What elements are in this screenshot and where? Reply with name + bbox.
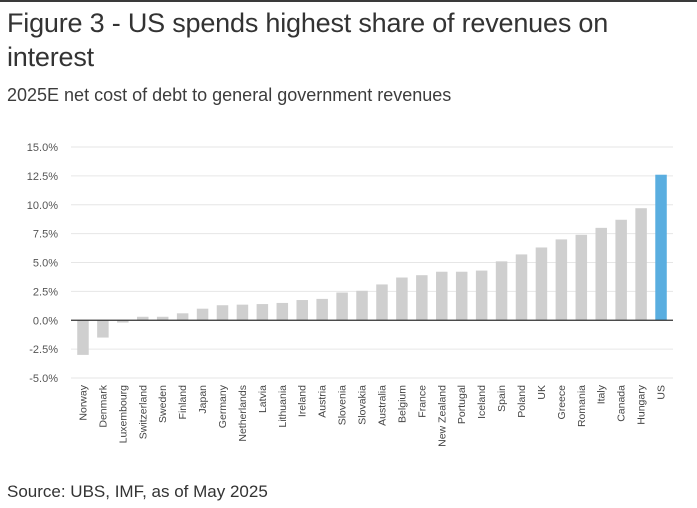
bar-poland — [515, 254, 528, 321]
x-category-label: Latvia — [257, 385, 269, 413]
y-axis-tick-labels: -5.0% -2.5% 0.0% 2.5% 5.0% 7.5% 10.0% 12.5% 15.0… — [27, 142, 58, 385]
bar-lithuania — [276, 302, 289, 321]
x-category-label: Greece — [556, 385, 568, 420]
bar-canada — [615, 219, 627, 321]
bar-iceland — [475, 270, 488, 321]
bar-ireland — [296, 300, 308, 321]
bar-netherlands — [236, 304, 249, 321]
x-category-label: Canada — [616, 385, 628, 422]
bar-hungary — [635, 208, 647, 321]
x-category-label: Austria — [317, 385, 329, 418]
y-tick-label: -5.0% — [29, 373, 58, 385]
y-tick-label: 2.5% — [33, 286, 58, 298]
y-tick-label: 0.0% — [33, 315, 58, 327]
bar-uk — [535, 247, 548, 321]
bar-new-zealand — [436, 271, 448, 321]
x-category-label: Sweden — [157, 385, 169, 423]
x-category-label: Portugal — [456, 385, 468, 424]
x-category-label: Iceland — [476, 385, 488, 419]
x-category-label: Slovakia — [357, 385, 369, 425]
bar-spain — [495, 261, 508, 321]
y-tick-label: 5.0% — [33, 258, 58, 270]
bar-germany — [216, 305, 229, 321]
bar-us — [655, 174, 667, 321]
bar-norway — [77, 320, 89, 355]
bar-romania — [575, 234, 588, 321]
x-category-label: Ireland — [297, 385, 309, 417]
chart-subtitle: 2025E net cost of debt to general govern… — [7, 85, 452, 105]
bars — [77, 174, 667, 355]
bar-slovenia — [336, 292, 348, 321]
bar-france — [416, 275, 428, 321]
y-tick-label: 12.5% — [27, 171, 58, 183]
bar-australia — [376, 284, 388, 321]
x-category-label: Denmark — [97, 384, 109, 427]
x-category-label: Luxembourg — [117, 385, 129, 444]
x-category-label: Norway — [77, 384, 89, 420]
x-category-label: Lithuania — [277, 385, 289, 428]
x-category-label: Belgium — [396, 385, 408, 423]
y-tick-label: 15.0% — [27, 142, 58, 154]
x-category-label: Hungary — [636, 384, 648, 424]
x-category-label: France — [416, 385, 428, 418]
x-category-label: Romania — [576, 385, 588, 427]
x-category-label: Netherlands — [237, 385, 249, 442]
source-note: Source: UBS, IMF, as of May 2025 — [7, 482, 268, 501]
x-category-label: Switzerland — [137, 385, 149, 439]
x-category-label: Finland — [177, 385, 189, 420]
bar-finland — [176, 313, 189, 321]
bar-portugal — [455, 271, 468, 321]
x-category-label: US — [656, 385, 668, 400]
x-category-label: Germany — [217, 384, 229, 428]
bar-belgium — [396, 277, 408, 321]
y-tick-label: 10.0% — [27, 200, 58, 212]
chart-title: Figure 3 - US spends highest share of re… — [7, 8, 609, 72]
bar-latvia — [256, 304, 269, 321]
bar-greece — [555, 239, 568, 321]
top-rule — [0, 0, 697, 2]
x-category-label: UK — [536, 385, 548, 400]
bar-slovakia — [356, 290, 368, 321]
y-tick-label: -2.5% — [29, 344, 58, 356]
bar-chart: -5.0% -2.5% 0.0% 2.5% 5.0% 7.5% 10.0% 12.5% 15.0… — [27, 142, 673, 447]
x-category-label: Japan — [197, 385, 209, 414]
x-category-label: Poland — [516, 385, 528, 418]
bar-denmark — [97, 320, 109, 338]
x-axis-category-labels: Norway Denmark Luxembourg Switzerland Sweden… — [77, 384, 667, 447]
bar-sweden — [156, 316, 169, 321]
x-category-label: Spain — [496, 385, 508, 412]
x-category-label: Australia — [376, 385, 388, 426]
bar-japan — [196, 308, 209, 321]
x-category-label: Slovenia — [337, 385, 349, 425]
x-category-label: Italy — [596, 384, 608, 404]
bar-luxembourg — [117, 320, 129, 323]
bar-switzerland — [137, 316, 149, 321]
y-tick-label: 7.5% — [33, 229, 58, 241]
x-category-label: New Zealand — [436, 385, 448, 447]
bar-italy — [595, 227, 607, 321]
bar-austria — [316, 298, 328, 321]
